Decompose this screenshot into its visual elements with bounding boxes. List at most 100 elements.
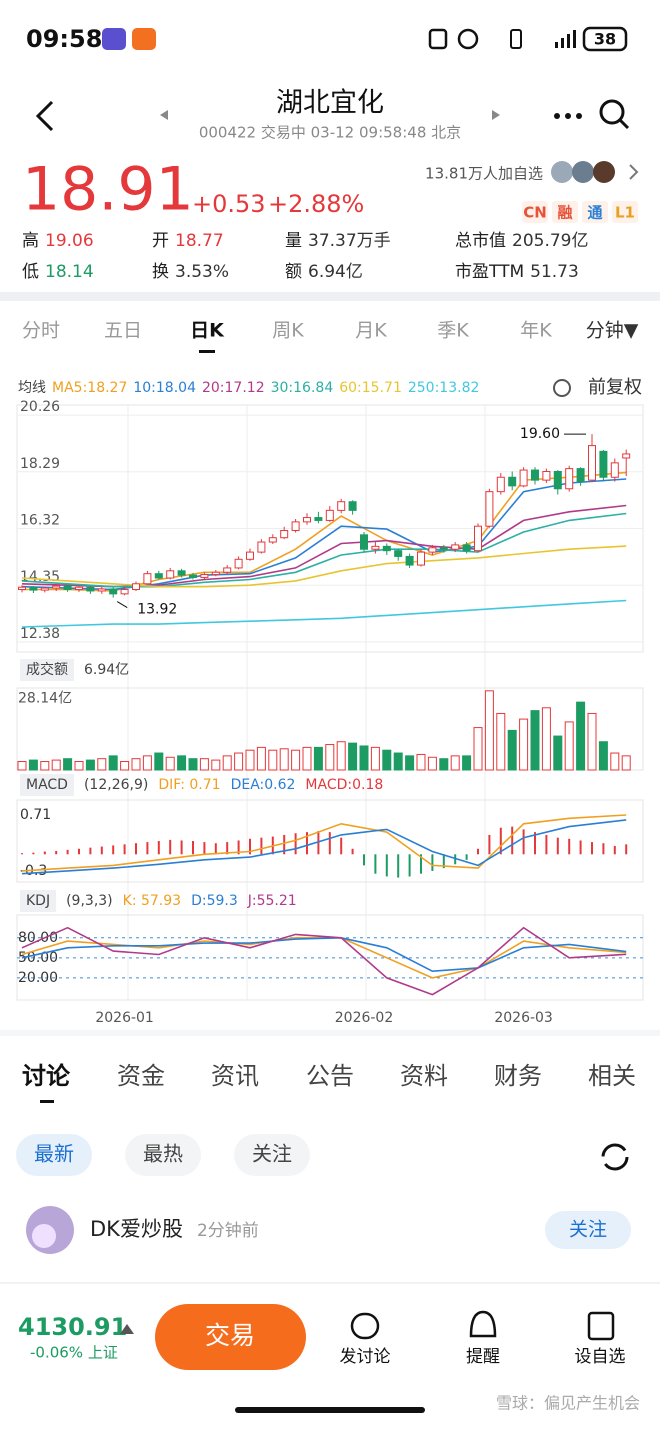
candle-body — [18, 586, 26, 591]
bottom-bar — [0, 1283, 660, 1425]
discussion-tab[interactable]: 资料 — [400, 1062, 448, 1090]
y-tick-label: 50.00 — [18, 950, 58, 966]
chevron[interactable] — [629, 164, 639, 180]
expand-arrow[interactable] — [120, 1324, 134, 1334]
period-tab[interactable]: 周K — [272, 320, 304, 342]
period-tab[interactable]: 日K — [190, 320, 225, 342]
trade-label[interactable]: 交易 — [205, 1321, 255, 1350]
post-time: 2分钟前 — [197, 1221, 259, 1241]
volume-bar — [530, 710, 540, 771]
period-tab[interactable]: 分时 — [22, 320, 60, 342]
candle-body — [75, 586, 83, 591]
stat-label: 量 — [285, 231, 302, 251]
candle-body — [337, 501, 346, 511]
filter-chip[interactable] — [125, 1134, 201, 1176]
refresh-button[interactable] — [601, 1143, 629, 1171]
panel-legend: DIF: 0.71 — [158, 777, 220, 793]
y-tick-label: 18.29 — [20, 456, 60, 472]
legend-item: 60:15.71 — [339, 380, 402, 396]
volume-bar — [245, 749, 255, 771]
candle-body — [542, 471, 551, 481]
action-label[interactable]: 发讨论 — [340, 1347, 391, 1367]
discussion-tab[interactable]: 相关 — [588, 1062, 636, 1090]
filter-chip[interactable] — [16, 1134, 92, 1176]
candle-body — [223, 567, 232, 573]
action-label[interactable]: 设自选 — [575, 1347, 626, 1367]
indicator-line — [21, 545, 627, 588]
index-value[interactable]: 4130.91 — [18, 1313, 127, 1341]
volume-bar — [177, 755, 187, 771]
filter-label[interactable]: 最新 — [34, 1142, 74, 1166]
stat-label: 总市值 — [455, 231, 506, 251]
prev-stock[interactable] — [160, 110, 168, 120]
discussion-tab[interactable]: 财务 — [494, 1062, 542, 1090]
candle-body — [496, 476, 505, 493]
stat-value: 18.77 — [175, 231, 224, 251]
volume-bar — [405, 755, 415, 771]
tag-label: L1 — [615, 204, 635, 222]
panel-title: MACD — [26, 777, 68, 793]
volume-bar — [51, 759, 61, 771]
candle-body — [280, 530, 289, 539]
candle-body — [189, 574, 197, 578]
panel-legend: 6.94亿 — [84, 662, 129, 678]
candle-body — [246, 551, 254, 560]
volume-bar — [325, 744, 335, 771]
legend-item: 10:18.04 — [133, 380, 196, 396]
filter-label[interactable]: 最热 — [143, 1142, 183, 1166]
search-button[interactable] — [599, 99, 630, 130]
action-label[interactable]: 提醒 — [466, 1347, 500, 1367]
volume-bar — [348, 742, 358, 771]
volume-bar — [279, 748, 289, 771]
legend-item: 250:13.82 — [408, 380, 480, 396]
candle-body — [553, 471, 562, 490]
volume-bar — [484, 690, 494, 771]
bell-icon[interactable] — [469, 1310, 497, 1338]
period-tab[interactable]: 五日 — [104, 320, 142, 342]
post-author[interactable]: DK爱炒股 — [90, 1217, 183, 1241]
candle-body — [348, 501, 357, 511]
candle-body — [451, 544, 460, 550]
watchlist-icon[interactable] — [587, 1311, 615, 1341]
follow-label[interactable]: 关注 — [569, 1219, 607, 1241]
period-tab[interactable]: 季K — [437, 320, 469, 342]
stat-value: 51.73 — [530, 262, 579, 282]
volume-bar — [427, 756, 437, 771]
period-tab[interactable]: 分钟▼ — [586, 320, 639, 342]
tag — [582, 201, 608, 223]
candle-body — [394, 550, 403, 557]
status-icons — [428, 28, 576, 50]
follow-button[interactable] — [545, 1211, 631, 1249]
stat-label: 市盈TTM — [455, 262, 524, 282]
candle-body — [166, 570, 175, 579]
candle-body — [371, 545, 380, 550]
next-stock[interactable] — [492, 110, 500, 120]
comment-icon[interactable] — [350, 1312, 380, 1340]
change: +0.53 — [192, 190, 266, 218]
discussion-tab[interactable]: 讨论 — [22, 1062, 71, 1090]
volume-bar — [97, 758, 107, 771]
legend-item: MA5:18.27 — [52, 380, 127, 396]
indicator-line — [21, 512, 627, 588]
period-tab[interactable]: 月K — [355, 320, 387, 342]
back-button[interactable] — [35, 100, 54, 132]
candle-body — [576, 468, 585, 483]
more-button[interactable] — [554, 113, 582, 119]
panel-title: 成交额 — [26, 661, 68, 678]
discussion-tab[interactable]: 资金 — [117, 1062, 165, 1090]
candle-body — [97, 588, 106, 592]
trade-button[interactable] — [155, 1304, 306, 1370]
filter-label[interactable]: 关注 — [252, 1142, 292, 1166]
x-tick-label: 2026-03 — [494, 1010, 553, 1026]
discussion-tab[interactable]: 资讯 — [211, 1062, 259, 1090]
volume-bar — [256, 746, 266, 771]
discussion-tab[interactable]: 公告 — [306, 1062, 354, 1090]
stat-label: 开 — [152, 231, 169, 251]
volume-bar — [541, 707, 551, 771]
adjust-label[interactable]: 前复权 — [588, 377, 642, 398]
filter-chip[interactable] — [234, 1134, 310, 1176]
candle-body — [382, 545, 391, 552]
watermark: 雪球：偏见产生机会 — [496, 1394, 640, 1413]
adjust-icon[interactable] — [553, 379, 571, 397]
period-tab[interactable]: 年K — [520, 320, 552, 342]
